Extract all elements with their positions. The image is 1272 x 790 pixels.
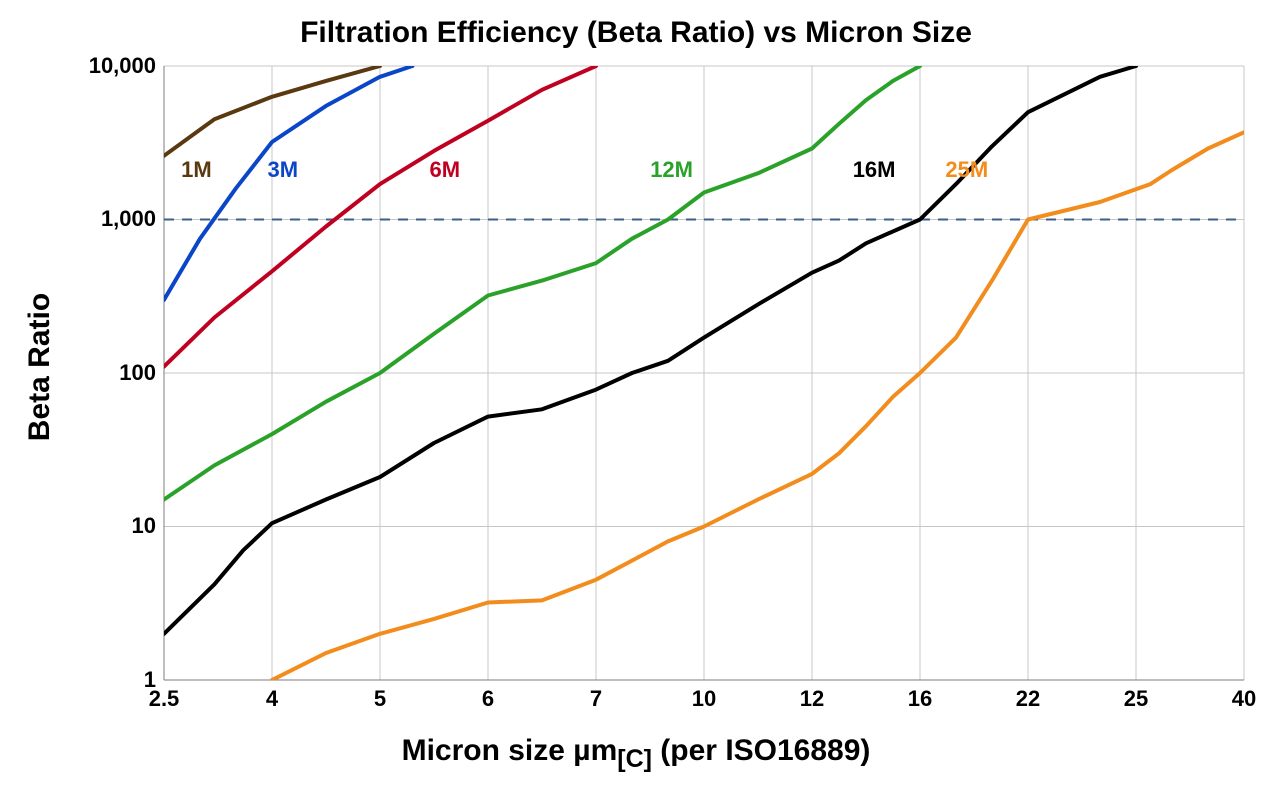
series-label-16M: 16M: [834, 157, 914, 183]
x-tick-label: 2.5: [134, 686, 194, 712]
series-label-25M: 25M: [927, 157, 1007, 183]
x-tick-label: 4: [242, 686, 302, 712]
x-tick-label: 5: [350, 686, 410, 712]
x-tick-label: 16: [890, 686, 950, 712]
x-tick-label: 7: [566, 686, 626, 712]
series-label-6M: 6M: [405, 157, 485, 183]
x-tick-label: 40: [1214, 686, 1272, 712]
series-line-25M: [272, 132, 1244, 680]
series-line-16M: [164, 66, 1136, 634]
plot-svg: [0, 0, 1272, 790]
y-tick-label: 10,000: [89, 53, 156, 79]
x-tick-label: 22: [998, 686, 1058, 712]
y-tick-label: 100: [119, 360, 156, 386]
series-label-1M: 1M: [156, 157, 236, 183]
chart-container: Filtration Efficiency (Beta Ratio) vs Mi…: [0, 0, 1272, 790]
x-tick-label: 12: [782, 686, 842, 712]
x-tick-label: 6: [458, 686, 518, 712]
series-line-12M: [164, 66, 920, 500]
x-tick-label: 25: [1106, 686, 1166, 712]
series-line-3M: [164, 66, 412, 300]
series-label-3M: 3M: [243, 157, 323, 183]
y-tick-label: 10: [132, 513, 156, 539]
x-tick-label: 10: [674, 686, 734, 712]
series-label-12M: 12M: [632, 157, 712, 183]
y-tick-label: 1,000: [101, 206, 156, 232]
